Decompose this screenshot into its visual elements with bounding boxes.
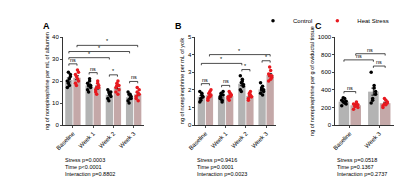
svg-text:0: 0 (55, 122, 59, 128)
svg-text:Week 3: Week 3 (118, 130, 137, 149)
svg-text:*: * (112, 68, 115, 74)
svg-text:C: C (315, 21, 322, 31)
svg-text:30: 30 (52, 56, 59, 62)
svg-text:ng of norepinephrine per mL of: ng of norepinephrine per mL of albumen (44, 32, 50, 130)
svg-text:3: 3 (188, 69, 192, 75)
svg-text:*: * (265, 54, 268, 60)
svg-text:ns: ns (347, 85, 353, 91)
svg-text:Stress p=0.0003Time p<0.0001In: Stress p=0.0003Time p<0.0001Interaction … (65, 157, 115, 177)
svg-text:Stress p=0.0518Time p=0.1367In: Stress p=0.0518Time p=0.1367Interaction … (337, 157, 387, 177)
svg-text:ns: ns (367, 47, 373, 53)
svg-text:10: 10 (52, 100, 59, 106)
svg-text:1000: 1000 (318, 34, 332, 40)
svg-text:20: 20 (52, 78, 59, 84)
svg-text:40: 40 (52, 34, 59, 40)
svg-text:4: 4 (188, 52, 192, 58)
svg-text:200: 200 (321, 105, 332, 111)
svg-text:Baseline: Baseline (55, 130, 76, 151)
svg-text:*: * (238, 48, 241, 54)
svg-text:ns: ns (376, 59, 382, 65)
svg-text:ns: ns (356, 53, 362, 59)
svg-text:*: * (244, 63, 247, 69)
svg-text:2: 2 (188, 87, 192, 93)
svg-text:*: * (220, 56, 223, 62)
svg-text:Week 1: Week 1 (210, 130, 229, 149)
svg-text:ns: ns (90, 66, 96, 72)
svg-text:B: B (175, 21, 182, 31)
svg-text:400: 400 (321, 87, 332, 93)
svg-text:*: * (98, 45, 101, 51)
svg-text:ns: ns (131, 74, 137, 80)
svg-text:Baseline: Baseline (188, 130, 209, 151)
svg-text:Week 2: Week 2 (230, 130, 249, 149)
svg-text:0: 0 (328, 122, 332, 128)
svg-text:Heat Stress: Heat Stress (357, 18, 388, 24)
svg-text:Week 3: Week 3 (250, 130, 269, 149)
svg-text:Baseline: Baseline (332, 130, 353, 151)
svg-text:5: 5 (188, 34, 192, 40)
svg-text:ns: ns (223, 78, 229, 84)
svg-text:ns: ns (202, 77, 208, 83)
svg-text:Stress p=0.9416Time p=0.0001In: Stress p=0.9416Time p=0.0001Interaction … (197, 157, 247, 177)
svg-text:A: A (43, 21, 50, 31)
svg-text:ng of norepinephrine per mL of: ng of norepinephrine per mL of yolk (179, 38, 185, 125)
svg-text:ns: ns (70, 57, 76, 63)
svg-text:*: * (106, 38, 109, 44)
svg-text:Control: Control (293, 18, 312, 24)
svg-text:1: 1 (188, 105, 192, 111)
svg-text:Week 3: Week 3 (364, 130, 383, 149)
svg-text:*: * (88, 51, 91, 57)
svg-text:ng of norepinephrine per g of: ng of norepinephrine per g of oviductal … (309, 26, 315, 136)
svg-text:600: 600 (321, 69, 332, 75)
svg-text:Week 1: Week 1 (77, 130, 96, 149)
svg-text:0: 0 (188, 122, 192, 128)
svg-text:800: 800 (321, 52, 332, 58)
svg-text:Week 2: Week 2 (98, 130, 117, 149)
